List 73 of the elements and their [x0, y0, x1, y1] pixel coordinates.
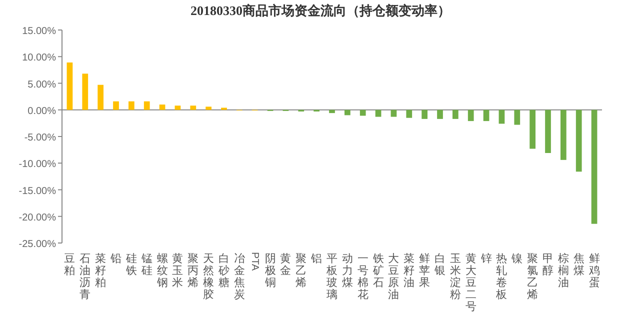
bar	[406, 110, 412, 118]
x-tick-label: 硅铁	[124, 252, 137, 277]
y-tick-label: -20.00%	[18, 212, 56, 224]
bar	[390, 110, 397, 117]
bar	[452, 110, 458, 119]
x-tick-label: 平板玻璃	[326, 253, 338, 301]
bar	[144, 101, 150, 110]
x-tick-label: 甲醇	[542, 253, 554, 277]
x-tick-label: 焦煤	[573, 253, 584, 277]
y-tick-label: -10.00%	[18, 159, 56, 170]
bar	[483, 110, 490, 122]
x-tick-label: 一号棉花	[357, 253, 368, 301]
x-tick-label: 菜籽粕	[95, 252, 106, 289]
bar	[360, 110, 366, 116]
bar	[66, 62, 73, 110]
x-tick-label: 玉米淀粉	[450, 253, 461, 301]
x-tick-label: PTA	[248, 252, 260, 272]
bar	[498, 110, 505, 124]
bar	[591, 110, 598, 224]
x-tick-label: 菜籽油	[404, 252, 415, 289]
bar	[174, 106, 181, 110]
x-tick-label: 天然橡胶	[203, 253, 214, 301]
x-tick-label: 锌	[480, 252, 492, 265]
x-tick-label: 大豆原油	[388, 252, 400, 301]
bar	[329, 110, 335, 114]
y-tick-label: -15.00%	[18, 186, 56, 197]
x-tick-label: 豆粕	[64, 253, 76, 277]
x-tick-label: 黄玉米	[172, 252, 184, 289]
x-tick-label: 镍	[510, 253, 523, 265]
x-tick-label: 聚乙烯	[296, 253, 307, 289]
chart-title: 20180330商品市场资金流向（持仓额变动率）	[190, 3, 450, 18]
x-tick-label: 聚丙烯	[188, 253, 199, 289]
x-tick-label: 鲜鸡蛋	[588, 253, 600, 289]
bar	[514, 110, 520, 125]
bar	[113, 101, 119, 110]
x-tick-label: 铁矿石	[372, 253, 384, 289]
x-tick-label: 石油沥青	[80, 253, 91, 301]
bar	[82, 74, 88, 110]
bar	[530, 110, 536, 149]
bar	[468, 110, 474, 122]
bar	[560, 110, 566, 160]
y-tick-label: 5.00%	[28, 79, 56, 90]
x-tick-label: 白银	[434, 253, 446, 277]
bar	[375, 110, 382, 117]
y-tick-label: -25.00%	[18, 239, 56, 250]
x-tick-label: 铅	[110, 253, 122, 265]
bar	[422, 110, 428, 119]
x-tick-label: 铝	[310, 253, 322, 265]
x-tick-label: 螺纹钢	[156, 252, 168, 289]
x-tick-label: 阴极铜	[264, 253, 276, 289]
x-tick-label: 棕榈油	[558, 252, 569, 289]
y-tick-label: 0.00%	[28, 106, 56, 117]
x-tick-label: 黄大豆二号	[465, 252, 476, 313]
x-tick-label: 鲜苹果	[419, 253, 430, 289]
x-tick-label: 聚氯乙烯	[527, 253, 538, 301]
bar	[545, 110, 551, 154]
bar	[128, 101, 134, 110]
bar	[159, 104, 166, 110]
x-tick-label: 动力煤	[342, 253, 353, 289]
x-tick-label: 黄金	[280, 252, 292, 277]
bar	[98, 84, 104, 110]
y-tick-label: 10.00%	[22, 52, 56, 64]
bar	[190, 106, 196, 110]
x-tick-label: 锰硅	[140, 253, 152, 277]
x-tick-label: 热轧卷板	[495, 253, 508, 301]
bar	[344, 110, 350, 116]
y-tick-label: -5.00%	[24, 132, 56, 144]
bar	[437, 110, 443, 119]
bar	[576, 110, 582, 172]
bar	[206, 106, 212, 110]
x-tick-label: 白砂糖	[218, 253, 230, 289]
x-tick-label: 冶金焦炭	[234, 253, 245, 301]
y-tick-label: 15.00%	[22, 26, 56, 37]
